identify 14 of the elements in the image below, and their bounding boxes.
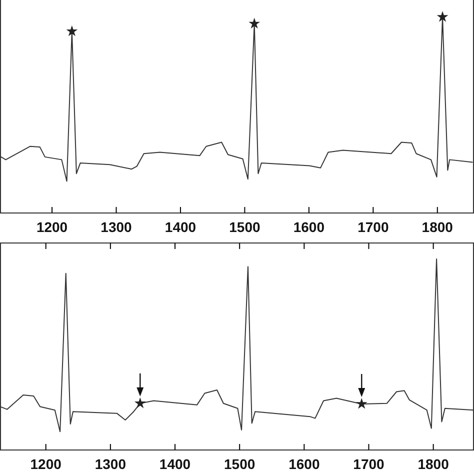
x-tick-label: 1600 [288,456,320,472]
x-tick-label: 1300 [94,456,126,472]
x-tick-label: 1700 [353,456,385,472]
x-tick-label: 1800 [422,218,454,235]
x-tick-label: 1700 [358,218,389,235]
x-tick-label: 1400 [159,456,191,472]
x-tick-label: 1200 [30,456,62,472]
x-tick-label: 1300 [100,218,132,235]
x-tick-label: 1800 [418,456,450,472]
x-tick-label: 1500 [224,456,256,472]
x-tick-label: 1500 [229,218,260,235]
x-tick-label: 1200 [36,218,68,235]
x-tick-label: 1600 [293,218,325,235]
x-tick-label: 1400 [164,218,196,235]
